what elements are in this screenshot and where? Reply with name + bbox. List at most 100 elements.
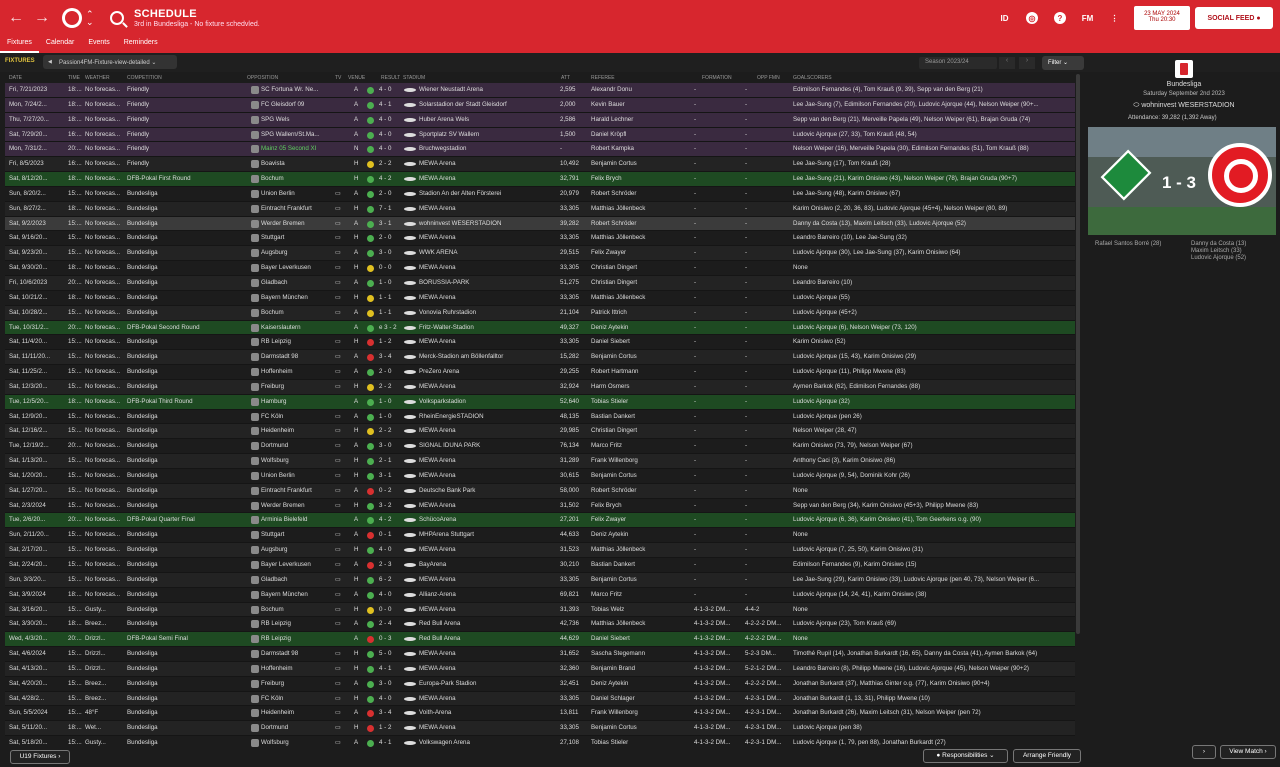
- fixture-result[interactable]: 2 - 1: [379, 457, 392, 465]
- u19-fixtures-button[interactable]: U19 Fixtures ›: [10, 750, 70, 764]
- fixture-competition[interactable]: Bundesliga: [127, 739, 158, 747]
- fixture-opposition[interactable]: Dortmund: [261, 724, 289, 732]
- col-venue[interactable]: VENUE: [348, 75, 366, 81]
- table-row[interactable]: ▭ Sat, 10/21/2... 18:... No forecas... Bunde…: [5, 290, 1075, 306]
- fixture-result[interactable]: 4 - 1: [379, 664, 392, 672]
- fixture-opposition[interactable]: Stuttgart: [261, 531, 285, 539]
- fixture-result[interactable]: 5 - 0: [379, 650, 392, 658]
- fixture-opposition[interactable]: Stuttgart: [261, 234, 285, 242]
- fixture-result[interactable]: 2 - 2: [379, 382, 392, 390]
- col-competition[interactable]: COMPETITION: [127, 75, 162, 81]
- fixture-competition[interactable]: Friendly: [127, 115, 150, 123]
- table-row[interactable]: Sat, 8/12/20... 18:... No forecas... DFB-Po…: [5, 172, 1075, 187]
- fixture-result[interactable]: 1 - 0: [379, 412, 392, 420]
- fixture-competition[interactable]: Bundesliga: [127, 264, 158, 272]
- fixture-competition[interactable]: Bundesliga: [127, 249, 158, 257]
- continue-date-box[interactable]: 23 MAY 2024 Thu 20:30: [1134, 6, 1190, 30]
- table-row[interactable]: Tue, 2/6/20... 20:... No forecas... DFB-Pok…: [5, 513, 1075, 529]
- fixture-competition[interactable]: Friendly: [127, 160, 150, 168]
- fixture-competition[interactable]: Bundesliga: [127, 590, 158, 598]
- social-feed-button[interactable]: SOCIAL FEED ●: [1195, 7, 1273, 29]
- fixture-result[interactable]: 3 - 1: [379, 219, 392, 227]
- filter-button[interactable]: Filter ⌄: [1042, 56, 1084, 70]
- table-row[interactable]: Sat, 7/29/20... 16:... No forecas... Friend…: [5, 127, 1075, 143]
- fixture-opposition[interactable]: Union Berlin: [261, 471, 295, 479]
- table-row[interactable]: ▭ Sat, 12/9/20... 15:... No forecas... Bunde…: [5, 409, 1075, 425]
- fixture-opposition[interactable]: Augsburg: [261, 546, 288, 554]
- table-row[interactable]: ▭ Tue, 12/19/2... 20:... No forecas... Bunde…: [5, 439, 1075, 455]
- fixture-opposition[interactable]: Hoffenheim: [261, 664, 293, 672]
- table-row[interactable]: Wed, 4/3/20... 20:... Drizzl... DFB-Pokal S…: [5, 632, 1075, 648]
- help-icon[interactable]: ?: [1054, 12, 1066, 24]
- fixture-opposition[interactable]: Arminia Bielefeld: [261, 516, 308, 524]
- fixture-result[interactable]: 3 - 4: [379, 709, 392, 717]
- table-row[interactable]: ▭ Sat, 11/25/2... 15:... No forecas... Bunde…: [5, 365, 1075, 380]
- fixture-result[interactable]: 4 - 0: [379, 115, 392, 123]
- fixture-competition[interactable]: Bundesliga: [127, 709, 158, 717]
- fixture-result[interactable]: 2 - 0: [379, 189, 392, 197]
- fixture-competition[interactable]: Bundesliga: [127, 427, 158, 435]
- fixture-opposition[interactable]: RB Leipzig: [261, 620, 291, 628]
- col-formation[interactable]: FORMATION: [702, 75, 732, 81]
- table-row[interactable]: ▭ Sat, 11/11/20... 15:... No forecas... Bund…: [5, 350, 1075, 366]
- table-row[interactable]: ▭ Sat, 9/23/20... 15:... No forecas... Bunde…: [5, 246, 1075, 262]
- col-date[interactable]: DATE: [9, 75, 22, 81]
- fixture-competition[interactable]: Bundesliga: [127, 605, 158, 613]
- view-match-button[interactable]: View Match ›: [1220, 745, 1276, 759]
- fixture-competition[interactable]: Bundesliga: [127, 412, 158, 420]
- fixture-result[interactable]: 2 - 0: [379, 234, 392, 242]
- col-weather[interactable]: WEATHER: [85, 75, 110, 81]
- table-row[interactable]: ▭ Sun, 2/11/20... 15:... No forecas... Bunde…: [5, 528, 1075, 544]
- fixture-opposition[interactable]: Werder Bremen: [261, 501, 305, 509]
- fixture-opposition[interactable]: Union Berlin: [261, 189, 295, 197]
- fixture-competition[interactable]: DFB-Pokal Third Round: [127, 397, 193, 405]
- col-att[interactable]: ATT: [561, 75, 571, 81]
- col-tv[interactable]: TV: [335, 75, 342, 81]
- fixture-competition[interactable]: Friendly: [127, 100, 150, 108]
- match-image[interactable]: 1 - 3: [1088, 127, 1276, 235]
- table-row[interactable]: ▭ Sat, 5/18/20... 15:... Gusty... Bundesliga…: [5, 736, 1075, 748]
- fixture-result[interactable]: 4 - 0: [379, 546, 392, 554]
- fixture-opposition[interactable]: Wolfsburg: [261, 457, 289, 465]
- table-row[interactable]: ▭ Sat, 9/30/20... 18:... No forecas... Bunde…: [5, 261, 1075, 276]
- table-row[interactable]: Mon, 7/24/2... 18:... No forecas... Friendl…: [5, 97, 1075, 113]
- table-row[interactable]: ▭ Sat, 2/24/20... 15:... No forecas... Bunde…: [5, 558, 1075, 573]
- view-dropdown[interactable]: Passion4FM-Fixture-view-detailed ⌄: [43, 55, 177, 69]
- fixture-competition[interactable]: Friendly: [127, 145, 150, 153]
- fixture-result[interactable]: 4 - 0: [379, 590, 392, 598]
- table-row[interactable]: ▭ Fri, 10/6/2023 20:... No forecas... Bundes…: [5, 275, 1075, 291]
- table-row[interactable]: ▭ Sat, 5/11/20... 18:... Wet... Bundesliga Do…: [5, 721, 1075, 737]
- fixture-opposition[interactable]: SPG Wallern/St.Ma...: [261, 130, 320, 138]
- table-row[interactable]: Fri, 7/21/2023 18:... No forecas... Friendl…: [5, 83, 1075, 98]
- fixture-competition[interactable]: Bundesliga: [127, 368, 158, 376]
- fixture-competition[interactable]: DFB-Pokal Semi Final: [127, 635, 188, 643]
- table-row[interactable]: ▭ Sun, 8/20/2... 15:... No forecas... Bundes…: [5, 186, 1075, 202]
- table-row[interactable]: ▭ Sat, 10/28/2... 15:... No forecas... Bunde…: [5, 305, 1075, 321]
- fixture-competition[interactable]: Bundesliga: [127, 293, 158, 301]
- fm-menu-button[interactable]: FM: [1081, 13, 1094, 23]
- season-selector[interactable]: Season 2023/24: [919, 57, 997, 69]
- col-opp-fmn[interactable]: OPP FMN: [757, 75, 780, 81]
- table-row[interactable]: ▭ Sat, 11/4/20... 15:... No forecas... Bunde…: [5, 335, 1075, 351]
- fixture-opposition[interactable]: Freiburg: [261, 382, 285, 390]
- fixture-competition[interactable]: Bundesliga: [127, 531, 158, 539]
- table-row[interactable]: Mon, 7/31/2... 20:... No forecas... Friendl…: [5, 142, 1075, 158]
- fixture-result[interactable]: 1 - 2: [379, 338, 392, 346]
- fixture-result[interactable]: 3 - 1: [379, 471, 392, 479]
- fixture-opposition[interactable]: Bayer Leverkusen: [261, 264, 311, 272]
- table-row[interactable]: ▭ Sat, 4/6/2024 15:... Drizzl... Bundesliga D…: [5, 647, 1075, 662]
- forward-arrow-icon[interactable]: →: [34, 9, 50, 26]
- fixture-competition[interactable]: Bundesliga: [127, 219, 158, 227]
- fixture-competition[interactable]: Bundesliga: [127, 234, 158, 242]
- fixture-opposition[interactable]: Werder Bremen: [261, 219, 305, 227]
- fixture-result[interactable]: 1 - 0: [379, 278, 392, 286]
- fixture-competition[interactable]: Bundesliga: [127, 694, 158, 702]
- fixture-opposition[interactable]: RB Leipzig: [261, 338, 291, 346]
- fixture-competition[interactable]: Bundesliga: [127, 442, 158, 450]
- fixture-result[interactable]: 4 - 0: [379, 86, 392, 93]
- fixture-result[interactable]: 0 - 3: [379, 635, 392, 643]
- fixture-result[interactable]: 1 - 1: [379, 308, 392, 316]
- table-row[interactable]: ▭ Sat, 3/30/20... 18:... Breez... Bundesliga…: [5, 617, 1075, 633]
- fixture-result[interactable]: 4 - 2: [379, 175, 392, 183]
- fixture-competition[interactable]: Bundesliga: [127, 620, 158, 628]
